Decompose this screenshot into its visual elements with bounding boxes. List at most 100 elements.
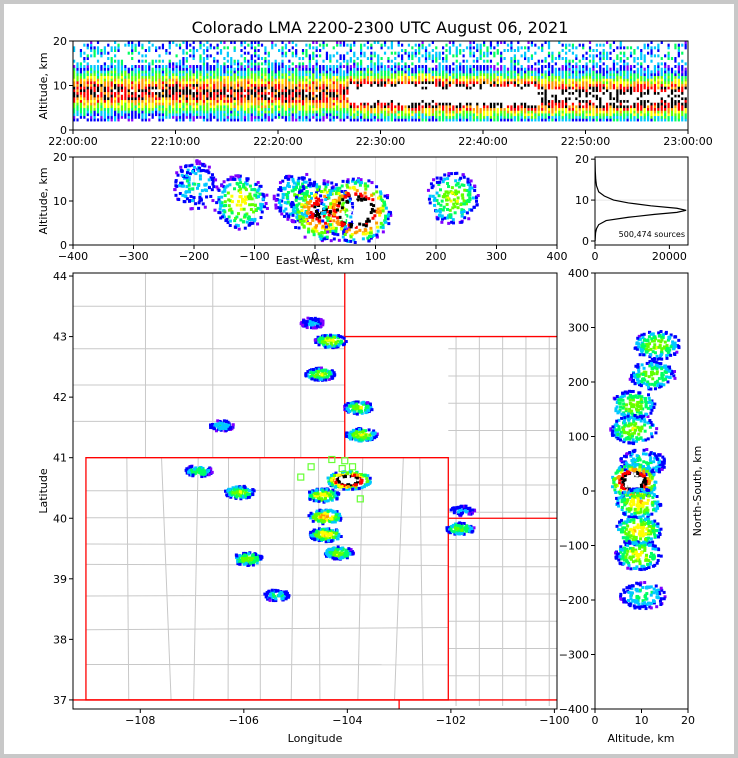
storm-cell-4 [345,427,379,443]
lat-tick-5-label: 42 [53,391,67,404]
county-line-v7 [357,457,364,700]
alt-tick-0-label: 0 [60,124,67,137]
station-marker-4 [307,463,315,471]
county-line-v0 [126,457,130,700]
alt-tick-2-label: 20 [53,35,67,48]
ns-cell-3 [609,413,659,446]
hist-x-tick-1-label: 20000 [652,250,687,263]
storm-cell-8 [326,470,372,491]
ew-cell-4 [320,177,393,244]
histogram-frame [594,156,689,246]
north-south-xlabel: Altitude, km [607,732,674,745]
altitude-histogram-panel: 0 20000 0 10 20 500,474 sources [575,153,689,263]
lat-tick-4-label: 41 [53,452,67,465]
lat-tick-2-label: 39 [53,573,67,586]
station-marker-2 [348,463,357,471]
county-line-h3 [85,563,449,566]
storm-cell-14 [263,588,291,603]
north-south-heatmap [609,330,681,611]
county-line-v2 [193,457,199,700]
ns-y-tick-7-label: 300 [568,322,589,335]
state-borders [73,273,557,709]
county-line-v9 [419,457,424,700]
ew-x-tick-8-label: 400 [547,250,568,263]
hist-y-tick-1-label: 10 [575,194,589,207]
storm-cell-13 [234,551,264,567]
ew-x-tick-2-label: −200 [179,250,209,263]
north-south-ticks: 0 10 20 −400 −300 −200 −100 0 100 200 300 400 [559,267,695,727]
time-tick-6-label: 23:00:00 [663,135,712,148]
storm-cell-0 [313,333,348,350]
county-line-v8 [394,457,404,700]
lon-tick-3-label: −102 [436,714,466,727]
lat-tick-7-label: 44 [53,270,67,283]
plan-view-ylabel: Latitude [37,468,50,514]
ns-x-tick-0-label: 0 [592,714,599,727]
ew-x-tick-3-label: −100 [239,250,269,263]
lma-stations [297,455,364,503]
source-count-annotation: 500,474 sources [619,230,685,239]
north-south-ylabel: North-South, km [691,446,704,537]
time-tick-2-label: 22:20:00 [253,135,302,148]
ew-y-tick-1-label: 10 [53,195,67,208]
storm-cell-16 [449,504,477,518]
ew-x-tick-7-label: 300 [486,250,507,263]
ew-cell-5 [426,171,480,225]
lma-figure: Colorado LMA 2200-2300 UTC August 06, 20… [37,18,713,745]
east-west-heatmap [133,157,497,245]
lat-tick-1-label: 38 [53,633,67,646]
ns-y-tick-0-label: −400 [559,703,589,716]
north-south-panel: 0 10 20 −400 −300 −200 −100 0 100 200 300 400 North… [559,267,704,745]
time-tick-1-label: 22:10:00 [151,135,200,148]
altitude-time-ticks: 22:00:00 22:10:00 22:20:00 22:30:00 22:40:00… [48,35,712,148]
plan-view-panel: −108 −106 −104 −102 −100 37 38 39 40 41 42 43 44 Lat… [37,270,570,745]
time-tick-5-label: 22:50:00 [561,135,610,148]
storm-cell-5 [208,419,235,433]
time-tick-0-label: 22:00:00 [48,135,97,148]
lon-tick-2-label: −104 [332,714,362,727]
plan-view-ticks: −108 −106 −104 −102 −100 37 38 39 40 41 42 43 44 [53,270,570,727]
storm-cell-7 [224,484,256,501]
ns-x-tick-2-label: 20 [681,714,695,727]
altitude-time-panel: 22:00:00 22:10:00 22:20:00 22:30:00 22:40:00… [37,35,713,148]
ew-x-tick-6-label: 200 [426,250,447,263]
county-line-h4 [85,543,449,546]
plan-view-xlabel: Longitude [288,732,343,745]
ew-x-tick-1-label: −300 [118,250,148,263]
lon-tick-4-label: −100 [539,714,569,727]
station-marker-6 [356,495,364,503]
storm-cell-10 [307,508,343,526]
plan-view-heatmap [184,316,477,603]
county-line-v1 [161,457,172,700]
ns-y-tick-8-label: 400 [568,267,589,280]
ew-x-tick-5-label: 100 [365,250,386,263]
ns-y-tick-6-label: 200 [568,376,589,389]
ew-cell-1 [213,174,269,231]
ew-y-tick-0-label: 0 [60,239,67,252]
county-line-h6 [85,489,449,492]
storm-cell-12 [323,545,356,561]
alt-tick-1-label: 10 [53,80,67,93]
map-layers [73,273,557,709]
storm-cell-1 [299,316,325,330]
east-west-ticks: −400 −300 −200 −100 0 100 200 300 400 0 10 20 [53,151,568,263]
ns-y-tick-5-label: 100 [568,431,589,444]
altitude-time-ylabel: Altitude, km [37,52,50,119]
station-marker-5 [297,473,305,481]
figure-frame: Colorado LMA 2200-2300 UTC August 06, 20… [4,4,734,754]
time-tick-4-label: 22:40:00 [458,135,507,148]
ns-cell-8 [614,540,663,572]
lat-tick-6-label: 43 [53,331,67,344]
lat-tick-0-label: 37 [53,694,67,707]
county-line-h1 [85,627,449,631]
ns-cell-6 [615,487,663,520]
station-marker-0 [328,455,336,464]
storm-cell-3 [343,400,374,416]
county-line-h5 [85,516,449,519]
county-line-v5 [290,457,295,700]
ew-y-tick-2-label: 20 [53,151,67,164]
altitude-time-heatmap [73,41,687,122]
east-west-ylabel: Altitude, km [37,167,50,234]
ew-x-tick-0-label: −400 [58,250,88,263]
colorado-border [85,457,449,701]
